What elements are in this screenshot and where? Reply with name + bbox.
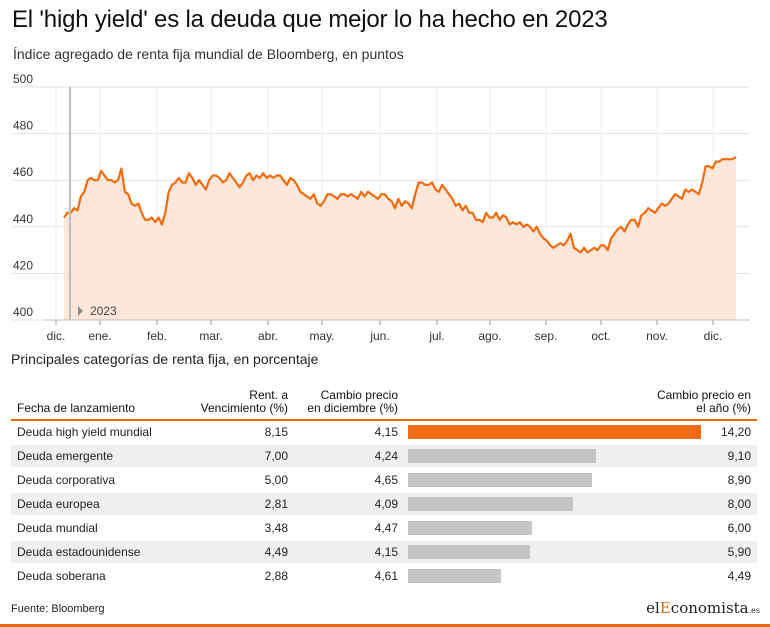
row-dec-change: 4,61 xyxy=(294,564,404,589)
row-year-bar xyxy=(408,473,592,487)
row-bar-cell xyxy=(404,444,699,469)
table-section-title: Principales categorías de renta fija, en… xyxy=(11,351,319,367)
y-tick-label: 460 xyxy=(13,165,33,179)
row-name: Deuda corporativa xyxy=(11,468,166,493)
y-tick-label: 480 xyxy=(13,119,33,133)
header-ytm: Rent. a Vencimiento (%) xyxy=(166,385,294,421)
row-dec-change: 4,15 xyxy=(294,540,404,565)
row-year-change: 8,00 xyxy=(699,492,757,517)
header-year-change: Cambio precio en el año (%) xyxy=(404,385,757,421)
x-tick-label: nov. xyxy=(646,329,668,343)
row-year-change: 14,20 xyxy=(699,420,757,445)
row-dec-change: 4,47 xyxy=(294,516,404,541)
row-dec-change: 4,65 xyxy=(294,468,404,493)
row-dec-change: 4,09 xyxy=(294,492,404,517)
year-marker: 2023 xyxy=(69,87,117,320)
x-tick-label: oct. xyxy=(591,329,610,343)
header-name: Fecha de lanzamiento xyxy=(11,385,166,421)
x-tick-label: ene. xyxy=(88,329,111,343)
row-year-bar xyxy=(408,425,701,439)
row-bar-cell xyxy=(404,420,701,445)
table-row: Deuda high yield mundial 8,15 4,15 14,20 xyxy=(11,420,757,445)
publisher-logo: elEconomista.es xyxy=(646,599,760,617)
y-tick-label: 440 xyxy=(13,212,33,226)
y-tick-label: 500 xyxy=(13,72,33,86)
row-name: Deuda europea xyxy=(11,492,166,517)
year-marker-arrow xyxy=(78,306,83,316)
row-bar-cell xyxy=(404,540,699,565)
row-name: Deuda emergente xyxy=(11,444,166,469)
series-line xyxy=(63,155,737,254)
row-name: Deuda soberana xyxy=(11,564,166,589)
series-area xyxy=(64,156,736,320)
year-marker-label: 2023 xyxy=(90,304,117,318)
line-chart: 400 420 440 460 480 500 dic. ene. feb. mar. abr. m… xyxy=(0,70,770,357)
chart-title: El 'high yield' es la deuda que mejor lo… xyxy=(12,6,608,33)
row-bar-cell xyxy=(404,468,699,493)
row-year-change: 8,90 xyxy=(699,468,757,493)
source-note: Fuente: Bloomberg xyxy=(11,603,105,615)
row-year-bar xyxy=(408,449,596,463)
table-row: Deuda soberana 2,88 4,61 4,49 xyxy=(11,564,757,589)
row-name: Deuda high yield mundial xyxy=(11,420,166,445)
row-dec-change: 4,15 xyxy=(294,420,404,445)
row-ytm: 2,88 xyxy=(166,564,294,589)
chart-subtitle: Índice agregado de renta fija mundial de… xyxy=(13,46,404,62)
table-row: Deuda emergente 7,00 4,24 9,10 xyxy=(11,444,757,469)
row-dec-change: 4,24 xyxy=(294,444,404,469)
x-tick-label: mar. xyxy=(199,329,222,343)
x-tick-label: abr. xyxy=(258,329,278,343)
row-ytm: 4,49 xyxy=(166,540,294,565)
row-year-bar xyxy=(408,569,501,583)
x-axis: dic. ene. feb. mar. abr. may. jun. jul. ago. sep.… xyxy=(45,319,750,343)
categories-table: Fecha de lanzamiento Rent. a Vencimiento … xyxy=(11,385,757,589)
table-row: Deuda europea 2,81 4,09 8,00 xyxy=(11,492,757,517)
table-row: Deuda estadounidense 4,49 4,15 5,90 xyxy=(11,540,757,565)
row-year-change: 5,90 xyxy=(699,540,757,565)
chart-area-layer xyxy=(63,155,737,320)
x-tick-label: sep. xyxy=(535,329,558,343)
row-ytm: 5,00 xyxy=(166,468,294,493)
row-name: Deuda estadounidense xyxy=(11,540,166,565)
x-tick-label: jun. xyxy=(369,329,389,343)
row-bar-cell xyxy=(404,492,699,517)
row-year-change: 9,10 xyxy=(699,444,757,469)
row-bar-cell xyxy=(404,564,699,589)
table-header-row: Fecha de lanzamiento Rent. a Vencimiento … xyxy=(11,385,757,421)
row-ytm: 8,15 xyxy=(166,420,294,445)
row-name: Deuda mundial xyxy=(11,516,166,541)
x-tick-label: jul. xyxy=(428,329,444,343)
y-axis: 400 420 440 460 480 500 xyxy=(13,72,33,319)
row-year-change: 4,49 xyxy=(699,564,757,589)
x-tick-label: feb. xyxy=(147,329,167,343)
x-tick-label: may. xyxy=(309,329,334,343)
y-tick-label: 400 xyxy=(13,305,33,319)
row-year-bar xyxy=(408,545,530,559)
header-dec-change: Cambio precio en diciembre (%) xyxy=(294,385,404,421)
chart-svg: 400 420 440 460 480 500 dic. ene. feb. mar. abr. m… xyxy=(12,72,750,343)
row-year-bar xyxy=(408,497,574,511)
row-year-bar xyxy=(408,521,532,535)
table-body: Deuda high yield mundial 8,15 4,15 14,20 Deu… xyxy=(11,420,757,589)
row-ytm: 7,00 xyxy=(166,444,294,469)
table-row: Deuda corporativa 5,00 4,65 8,90 xyxy=(11,468,757,493)
row-ytm: 3,48 xyxy=(166,516,294,541)
table-row: Deuda mundial 3,48 4,47 6,00 xyxy=(11,516,757,541)
x-tick-label: ago. xyxy=(478,329,501,343)
x-tick-label: dic. xyxy=(704,329,723,343)
row-year-change: 6,00 xyxy=(699,516,757,541)
x-tick-label: dic. xyxy=(47,329,66,343)
y-tick-label: 420 xyxy=(13,258,33,272)
row-bar-cell xyxy=(404,516,699,541)
row-ytm: 2,81 xyxy=(166,492,294,517)
bottom-rule xyxy=(0,624,770,627)
